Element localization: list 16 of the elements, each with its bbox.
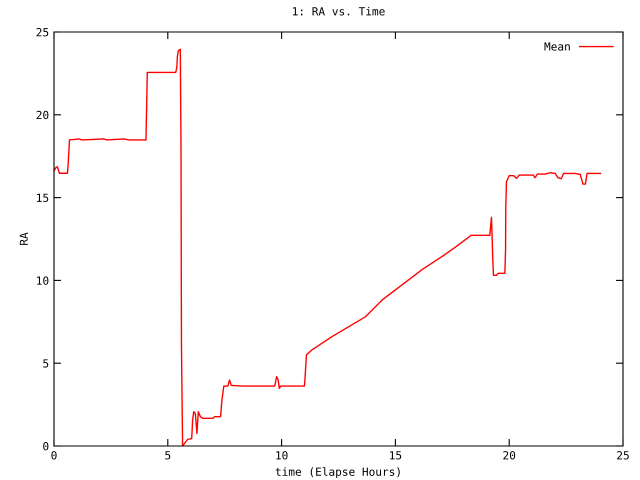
chart-title: 1: RA vs. Time <box>293 6 385 16</box>
y-tick-label: 15 <box>37 194 48 202</box>
x-tick-label: 20 <box>503 451 516 460</box>
x-tick-label: 5 <box>165 451 170 460</box>
x-tick-label: 15 <box>390 451 402 460</box>
x-tick-label: 10 <box>276 451 288 460</box>
y-axis-title: RA <box>20 232 28 245</box>
legend-label: Mean <box>544 42 570 51</box>
y-tick-label: 20 <box>36 110 48 120</box>
y-tick-label: 0 <box>43 442 48 450</box>
x-tick-label: 0 <box>51 451 57 460</box>
x-axis-title: time (Elapse Hours) <box>276 467 400 478</box>
x-tick-label: 25 <box>617 451 629 460</box>
y-tick-label: 10 <box>37 276 48 285</box>
y-tick-label: 25 <box>36 28 48 36</box>
y-tick-label: 5 <box>43 359 48 368</box>
